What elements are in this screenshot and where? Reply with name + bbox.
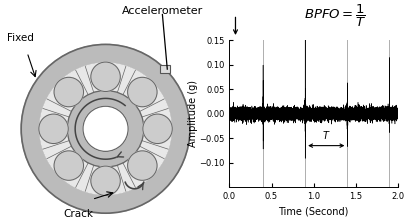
Circle shape xyxy=(127,151,157,180)
Circle shape xyxy=(91,62,120,91)
Circle shape xyxy=(67,91,143,167)
Circle shape xyxy=(127,77,157,107)
Circle shape xyxy=(40,63,171,194)
FancyBboxPatch shape xyxy=(160,65,170,73)
Circle shape xyxy=(91,166,120,196)
Text: Crack: Crack xyxy=(63,209,93,219)
Circle shape xyxy=(39,114,68,144)
Circle shape xyxy=(83,106,128,151)
Text: Accelerometer: Accelerometer xyxy=(122,6,202,16)
Circle shape xyxy=(67,91,143,167)
Text: $T$: $T$ xyxy=(321,129,330,141)
Circle shape xyxy=(54,77,83,107)
Text: $\mathit{BPFO} = \dfrac{1}{T}$: $\mathit{BPFO} = \dfrac{1}{T}$ xyxy=(303,3,365,29)
Text: Fixed: Fixed xyxy=(7,33,34,43)
Circle shape xyxy=(143,114,172,144)
X-axis label: Time (Second): Time (Second) xyxy=(278,207,348,217)
Circle shape xyxy=(40,63,171,194)
Circle shape xyxy=(21,44,190,213)
Y-axis label: Amplitude (g): Amplitude (g) xyxy=(187,80,197,147)
Circle shape xyxy=(54,151,83,180)
